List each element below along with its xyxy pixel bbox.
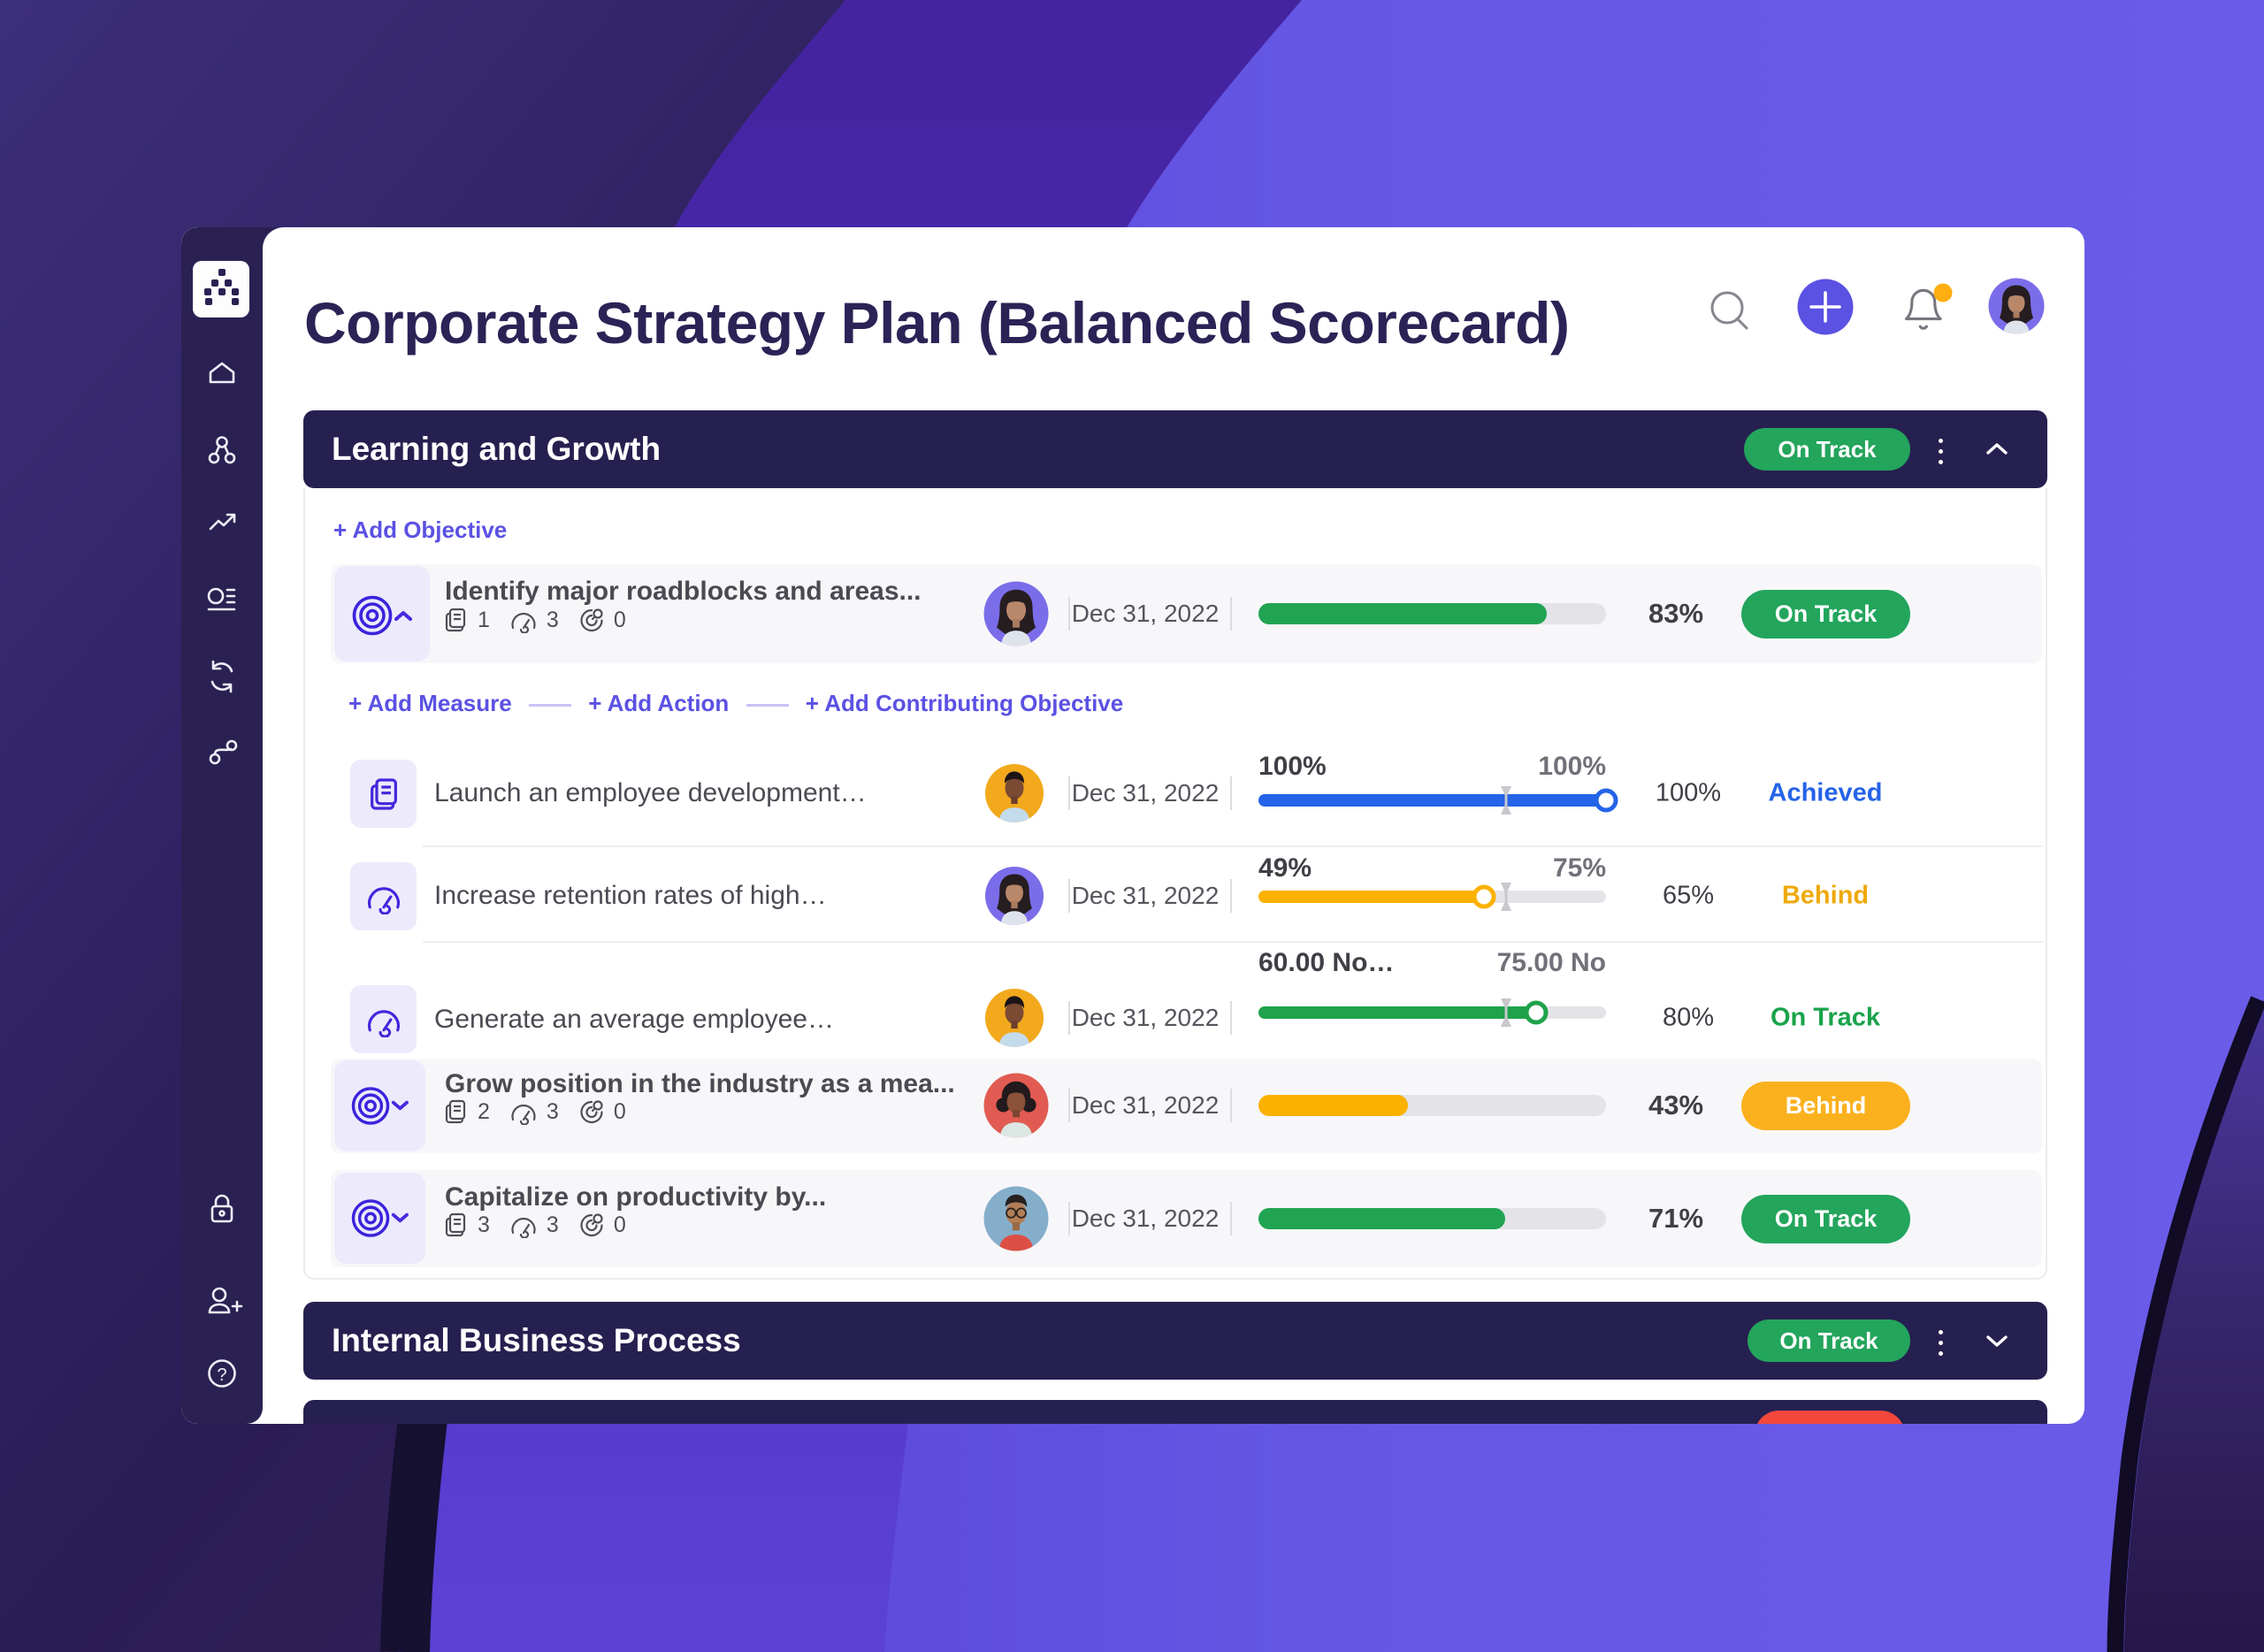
svg-text:?: ? <box>217 1365 226 1385</box>
